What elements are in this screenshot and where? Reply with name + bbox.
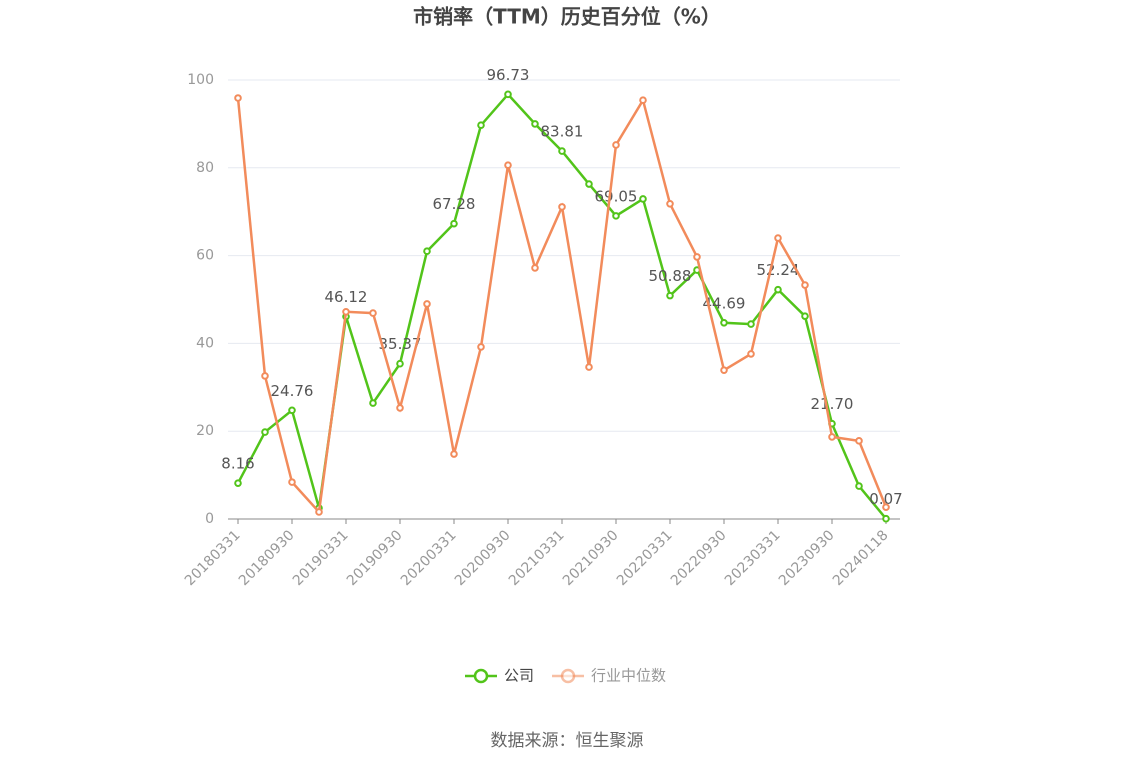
data-point bbox=[747, 350, 755, 358]
data-point bbox=[261, 428, 269, 436]
data-point bbox=[477, 343, 485, 351]
data-point bbox=[531, 120, 539, 128]
x-tick-label: 20240118 bbox=[830, 527, 892, 589]
data-label: 35.37 bbox=[379, 335, 422, 353]
data-label: 69.05 bbox=[595, 187, 638, 205]
x-tick-label: 20210331 bbox=[506, 527, 568, 589]
data-point bbox=[612, 141, 620, 149]
chart-title: 市销率（TTM）历史百分位（%） bbox=[413, 5, 721, 29]
data-label: 46.12 bbox=[325, 288, 368, 306]
legend-marker bbox=[473, 668, 489, 684]
legend-label: 公司 bbox=[504, 667, 534, 685]
data-point bbox=[315, 508, 323, 516]
data-label: 24.76 bbox=[271, 382, 314, 400]
data-point bbox=[639, 195, 647, 203]
data-label: 83.81 bbox=[541, 123, 584, 141]
data-point bbox=[585, 180, 593, 188]
data-point bbox=[288, 406, 296, 415]
data-point bbox=[342, 307, 350, 316]
y-tick-label: 20 bbox=[196, 423, 214, 439]
legend-label: 行业中位数 bbox=[591, 667, 666, 685]
data-label: 50.88 bbox=[649, 267, 692, 285]
x-tick-label: 20190331 bbox=[290, 527, 352, 589]
legend: 公司 行业中位数 bbox=[465, 667, 666, 685]
data-point bbox=[531, 264, 539, 272]
data-point bbox=[774, 285, 782, 294]
x-tick-label: 20230331 bbox=[722, 527, 784, 589]
data-point bbox=[423, 300, 431, 308]
y-tick-label: 80 bbox=[196, 160, 214, 176]
data-point bbox=[720, 319, 728, 327]
data-point bbox=[504, 90, 512, 99]
data-point bbox=[369, 399, 377, 407]
data-point bbox=[720, 366, 728, 374]
x-tick-label: 20210930 bbox=[560, 527, 622, 589]
series-line bbox=[236, 92, 887, 520]
data-label: 21.70 bbox=[811, 395, 854, 413]
x-tick-label: 20220331 bbox=[614, 527, 676, 589]
data-point bbox=[612, 212, 620, 220]
data-point bbox=[855, 482, 863, 490]
data-point bbox=[801, 281, 809, 289]
x-tick-label: 20200331 bbox=[398, 527, 460, 589]
legend-marker bbox=[560, 668, 576, 684]
legend-item[interactable]: 公司 bbox=[465, 667, 534, 685]
data-point bbox=[558, 147, 566, 155]
data-point bbox=[369, 309, 377, 317]
x-tick-label: 20230930 bbox=[776, 527, 838, 589]
data-point bbox=[288, 478, 296, 486]
data-label: 52.24 bbox=[757, 261, 800, 279]
data-label: 96.73 bbox=[487, 66, 530, 84]
data-point bbox=[882, 514, 890, 523]
data-point bbox=[396, 359, 404, 368]
data-point bbox=[423, 247, 431, 256]
x-tick-label: 20180331 bbox=[182, 527, 244, 589]
data-point bbox=[855, 437, 863, 445]
data-point bbox=[585, 363, 593, 371]
data-point bbox=[828, 433, 836, 441]
data-point bbox=[504, 161, 512, 169]
data-point bbox=[477, 121, 485, 130]
data-point bbox=[666, 291, 674, 300]
data-point bbox=[639, 96, 647, 104]
data-point bbox=[450, 219, 458, 228]
data-point bbox=[801, 312, 809, 320]
x-tick-label: 20180930 bbox=[236, 527, 298, 589]
data-point bbox=[450, 450, 458, 458]
data-point bbox=[747, 320, 755, 328]
x-tick-label: 20220930 bbox=[668, 527, 730, 589]
data-point bbox=[882, 503, 890, 511]
data-point bbox=[261, 372, 269, 380]
data-label: 0.07 bbox=[869, 490, 902, 508]
data-point bbox=[234, 479, 242, 487]
legend-item[interactable]: 行业中位数 bbox=[552, 667, 666, 685]
data-point bbox=[396, 404, 404, 412]
y-tick-label: 0 bbox=[205, 511, 214, 527]
x-tick-label: 20200930 bbox=[452, 527, 514, 589]
y-tick-label: 40 bbox=[196, 335, 214, 351]
data-point bbox=[774, 234, 782, 242]
source-note: 数据来源：恒生聚源 bbox=[491, 731, 644, 751]
data-point bbox=[234, 94, 242, 102]
x-tick-label: 20190930 bbox=[344, 527, 406, 589]
y-tick-label: 60 bbox=[196, 248, 214, 264]
data-point bbox=[693, 253, 701, 261]
data-point bbox=[666, 199, 674, 208]
data-label: 8.16 bbox=[221, 455, 254, 473]
data-label: 67.28 bbox=[433, 195, 476, 213]
data-label: 44.69 bbox=[703, 294, 746, 312]
data-point bbox=[558, 203, 566, 211]
y-tick-label: 100 bbox=[187, 72, 214, 88]
